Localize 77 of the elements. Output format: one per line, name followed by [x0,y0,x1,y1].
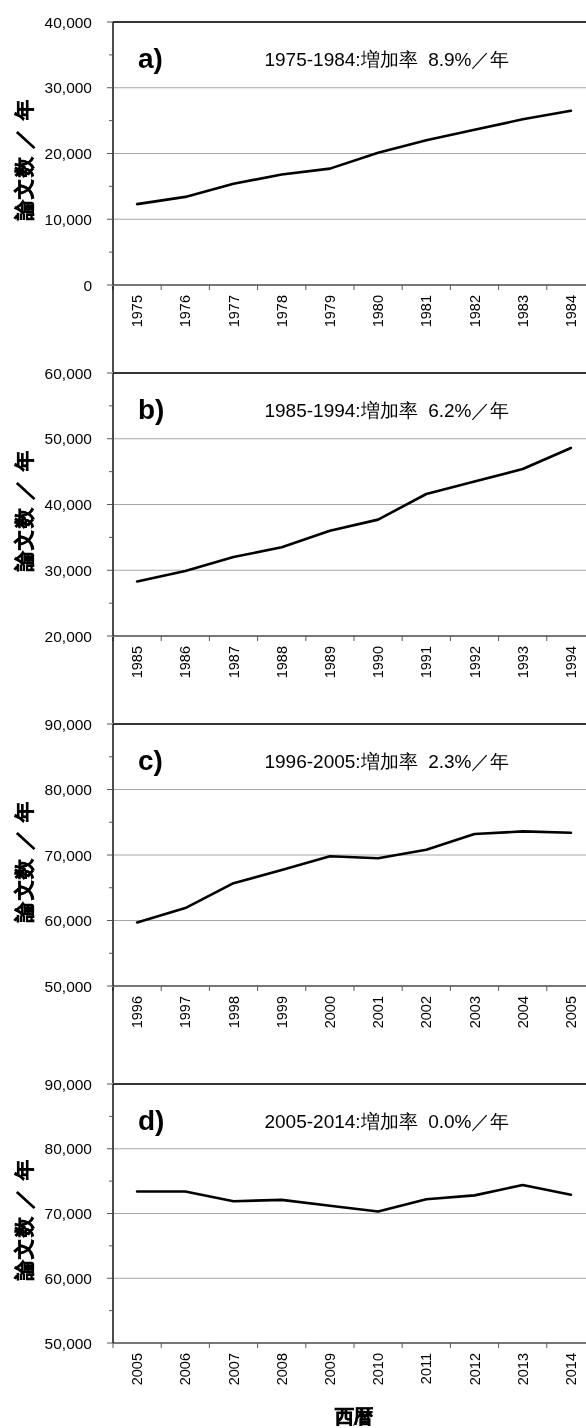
y-tick-label: 40,000 [44,496,93,513]
y-tick-label: 60,000 [44,364,93,382]
y-tick-label: 20,000 [44,627,93,645]
y-tick-label: 80,000 [44,781,93,798]
y-axis-title: 論文数 ／ 年 [13,449,35,573]
x-tick-label: 1988 [273,646,290,679]
annotation: 1996-2005:増加率 2.3%／年 [264,751,510,772]
x-tick-label: 1998 [225,996,242,1029]
x-tick-label: 2012 [466,1353,483,1386]
x-tick-label: 1981 [418,295,435,328]
y-axis-title: 論文数 ／ 年 [13,1158,35,1282]
line-series [135,830,573,924]
x-tick-label: 2002 [418,996,435,1029]
x-tick-label: 1979 [321,295,338,328]
x-tick-label: 1986 [177,646,194,679]
y-tick-label: 10,000 [44,210,93,228]
x-tick-label: 1989 [321,646,338,679]
x-tick-label: 1987 [225,646,242,679]
text: c) [138,745,163,776]
x-tick-label: 1994 [562,646,579,679]
line-series [135,446,573,583]
x-tick-label: 2013 [514,1353,531,1386]
x-tick-label: 2009 [321,1353,338,1386]
x-tick-label: 1990 [370,646,387,679]
y-tick-label: 40,000 [44,13,93,31]
y-tick-label: 90,000 [44,715,93,733]
x-tick-label: 1977 [225,295,242,328]
x-tick-label: 1976 [177,295,194,328]
x-tick-label: 2000 [321,996,338,1029]
y-tick-label: 90,000 [44,1075,93,1093]
line-series [135,1183,573,1213]
line-series [135,109,573,206]
text: b) [138,394,165,425]
x-tick-label: 2003 [466,996,483,1029]
x-axis-title: 西暦 [334,1406,373,1427]
x-tick-label: 2008 [273,1353,290,1386]
y-axis-title: 論文数 ／ 年 [13,800,35,923]
x-tick-label: 2004 [514,996,531,1029]
y-tick-label: 30,000 [44,79,93,97]
x-tick-label: 2005 [129,1353,146,1386]
y-tick-label: 80,000 [44,1140,93,1158]
y-tick-label: 60,000 [44,1269,93,1287]
y-tick-label: 20,000 [44,145,93,162]
annotation: 2005-2014:増加率 0.0%／年 [264,1111,510,1132]
x-tick-label: 1978 [273,295,290,328]
x-tick-label: 1997 [177,996,194,1029]
x-tick-label: 1992 [466,646,483,679]
y-tick-label: 0 [83,276,93,294]
x-tick-label: 2005 [562,996,579,1029]
text: a) [138,43,163,74]
x-tick-label: 1975 [129,295,146,328]
x-tick-label: 1991 [418,646,435,679]
annotation: 1985-1994:増加率 6.2%／年 [264,400,510,421]
x-tick-label: 1980 [370,295,387,328]
x-tick-label: 1993 [514,646,531,679]
x-tick-label: 2006 [177,1353,194,1386]
x-tick-label: 1982 [466,295,483,328]
y-tick-label: 50,000 [44,1334,93,1352]
x-tick-label: 1985 [129,646,146,679]
x-tick-label: 2014 [562,1353,579,1386]
y-tick-label: 50,000 [44,430,93,448]
y-tick-label: 50,000 [44,977,93,995]
x-tick-label: 2010 [370,1353,387,1386]
x-tick-label: 1999 [273,996,290,1029]
x-tick-label: 2001 [370,996,387,1029]
annotation: 1975-1984:増加率 8.9%／年 [264,49,510,70]
y-axis-title: 論文数 ／ 年 [13,98,35,222]
y-tick-label: 70,000 [44,846,93,864]
x-tick-label: 2011 [418,1353,435,1385]
x-tick-label: 1996 [129,996,146,1029]
x-tick-label: 1983 [514,295,531,328]
x-tick-label: 1984 [562,295,579,328]
text: d) [138,1105,165,1136]
y-tick-label: 60,000 [44,912,93,929]
y-tick-label: 70,000 [44,1205,93,1222]
x-tick-label: 2007 [225,1353,242,1386]
y-tick-label: 30,000 [44,561,93,579]
